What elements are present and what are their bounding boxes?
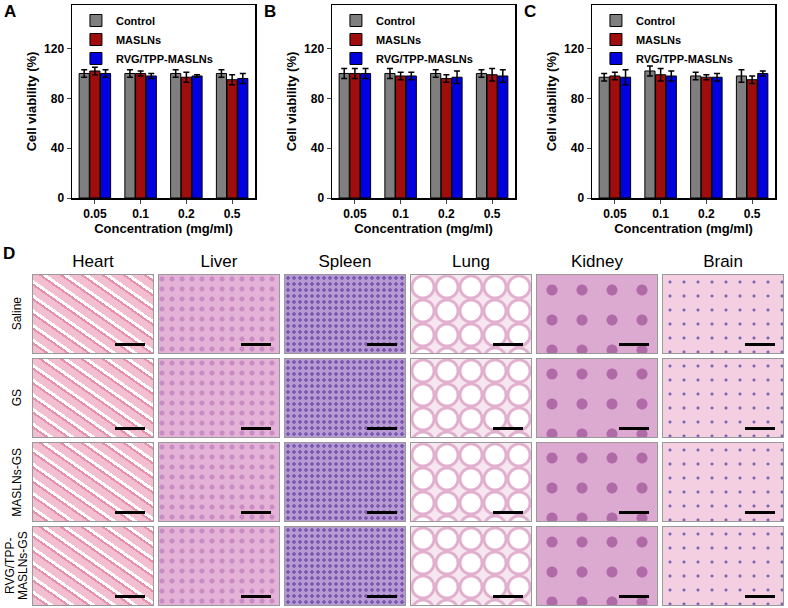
- svg-text:MASLNs: MASLNs: [116, 34, 161, 46]
- svg-text:0.2: 0.2: [698, 207, 715, 221]
- svg-text:0.5: 0.5: [744, 207, 761, 221]
- svg-text:80: 80: [571, 92, 585, 106]
- html-text:Lung: Lung: [452, 252, 490, 271]
- svg-text:40: 40: [51, 141, 65, 155]
- svg-text:0.1: 0.1: [132, 207, 149, 221]
- svg-text:C: C: [524, 2, 536, 21]
- svg-text:0.1: 0.1: [652, 207, 669, 221]
- svg-text:Concentration (mg/ml): Concentration (mg/ml): [354, 221, 493, 236]
- svg-text:40: 40: [571, 141, 585, 155]
- svg-text:120: 120: [304, 42, 324, 56]
- svg-text:Control: Control: [376, 15, 415, 27]
- html-text:GS: GS: [9, 389, 24, 407]
- html-text:Saline: Saline: [9, 297, 24, 331]
- svg-text:0: 0: [57, 191, 64, 205]
- svg-text:MASLNs: MASLNs: [376, 34, 421, 46]
- svg-text:0.05: 0.05: [343, 207, 367, 221]
- svg-text:80: 80: [51, 92, 65, 106]
- html-text:Heart: Heart: [72, 252, 114, 271]
- html-text:MASLNs-GS: MASLNs-GS: [9, 447, 24, 517]
- svg-text:0.05: 0.05: [603, 207, 627, 221]
- svg-text:0.2: 0.2: [438, 207, 455, 221]
- svg-text:Cell viability (%): Cell viability (%): [544, 52, 559, 152]
- html-text:Kidney: Kidney: [571, 252, 623, 271]
- svg-text:Concentration (mg/ml): Concentration (mg/ml): [614, 221, 753, 236]
- html-text:D: D: [3, 244, 16, 263]
- svg-text:Cell viability (%): Cell viability (%): [24, 52, 39, 152]
- svg-text:Cell viability (%): Cell viability (%): [284, 52, 299, 152]
- svg-text:0.5: 0.5: [224, 207, 241, 221]
- html-text:RVG/TPP-MASLNs-GS: RVG/TPP-MASLNs-GS: [3, 531, 30, 601]
- svg-text:120: 120: [564, 42, 584, 56]
- svg-text:0: 0: [317, 191, 324, 205]
- svg-text:40: 40: [311, 141, 325, 155]
- svg-text:Control: Control: [116, 15, 155, 27]
- svg-text:B: B: [264, 2, 276, 21]
- svg-text:120: 120: [44, 42, 64, 56]
- svg-text:Concentration (mg/ml): Concentration (mg/ml): [94, 221, 233, 236]
- svg-text:80: 80: [311, 92, 325, 106]
- svg-text:0.1: 0.1: [392, 207, 409, 221]
- html-text:Liver: Liver: [200, 252, 238, 271]
- svg-text:0: 0: [577, 191, 584, 205]
- svg-text:0.5: 0.5: [484, 207, 501, 221]
- svg-text:RVG/TPP-MASLNs: RVG/TPP-MASLNs: [636, 53, 733, 65]
- html-text:Brain: Brain: [703, 252, 743, 271]
- svg-text:RVG/TPP-MASLNs: RVG/TPP-MASLNs: [116, 53, 213, 65]
- svg-text:MASLNs: MASLNs: [636, 34, 681, 46]
- svg-text:A: A: [4, 2, 16, 21]
- html-text:Spleen: Spleen: [318, 252, 372, 271]
- svg-text:Control: Control: [636, 15, 675, 27]
- svg-text:0.2: 0.2: [178, 207, 195, 221]
- svg-text:RVG/TPP-MASLNs: RVG/TPP-MASLNs: [376, 53, 473, 65]
- svg-text:0.05: 0.05: [83, 207, 107, 221]
